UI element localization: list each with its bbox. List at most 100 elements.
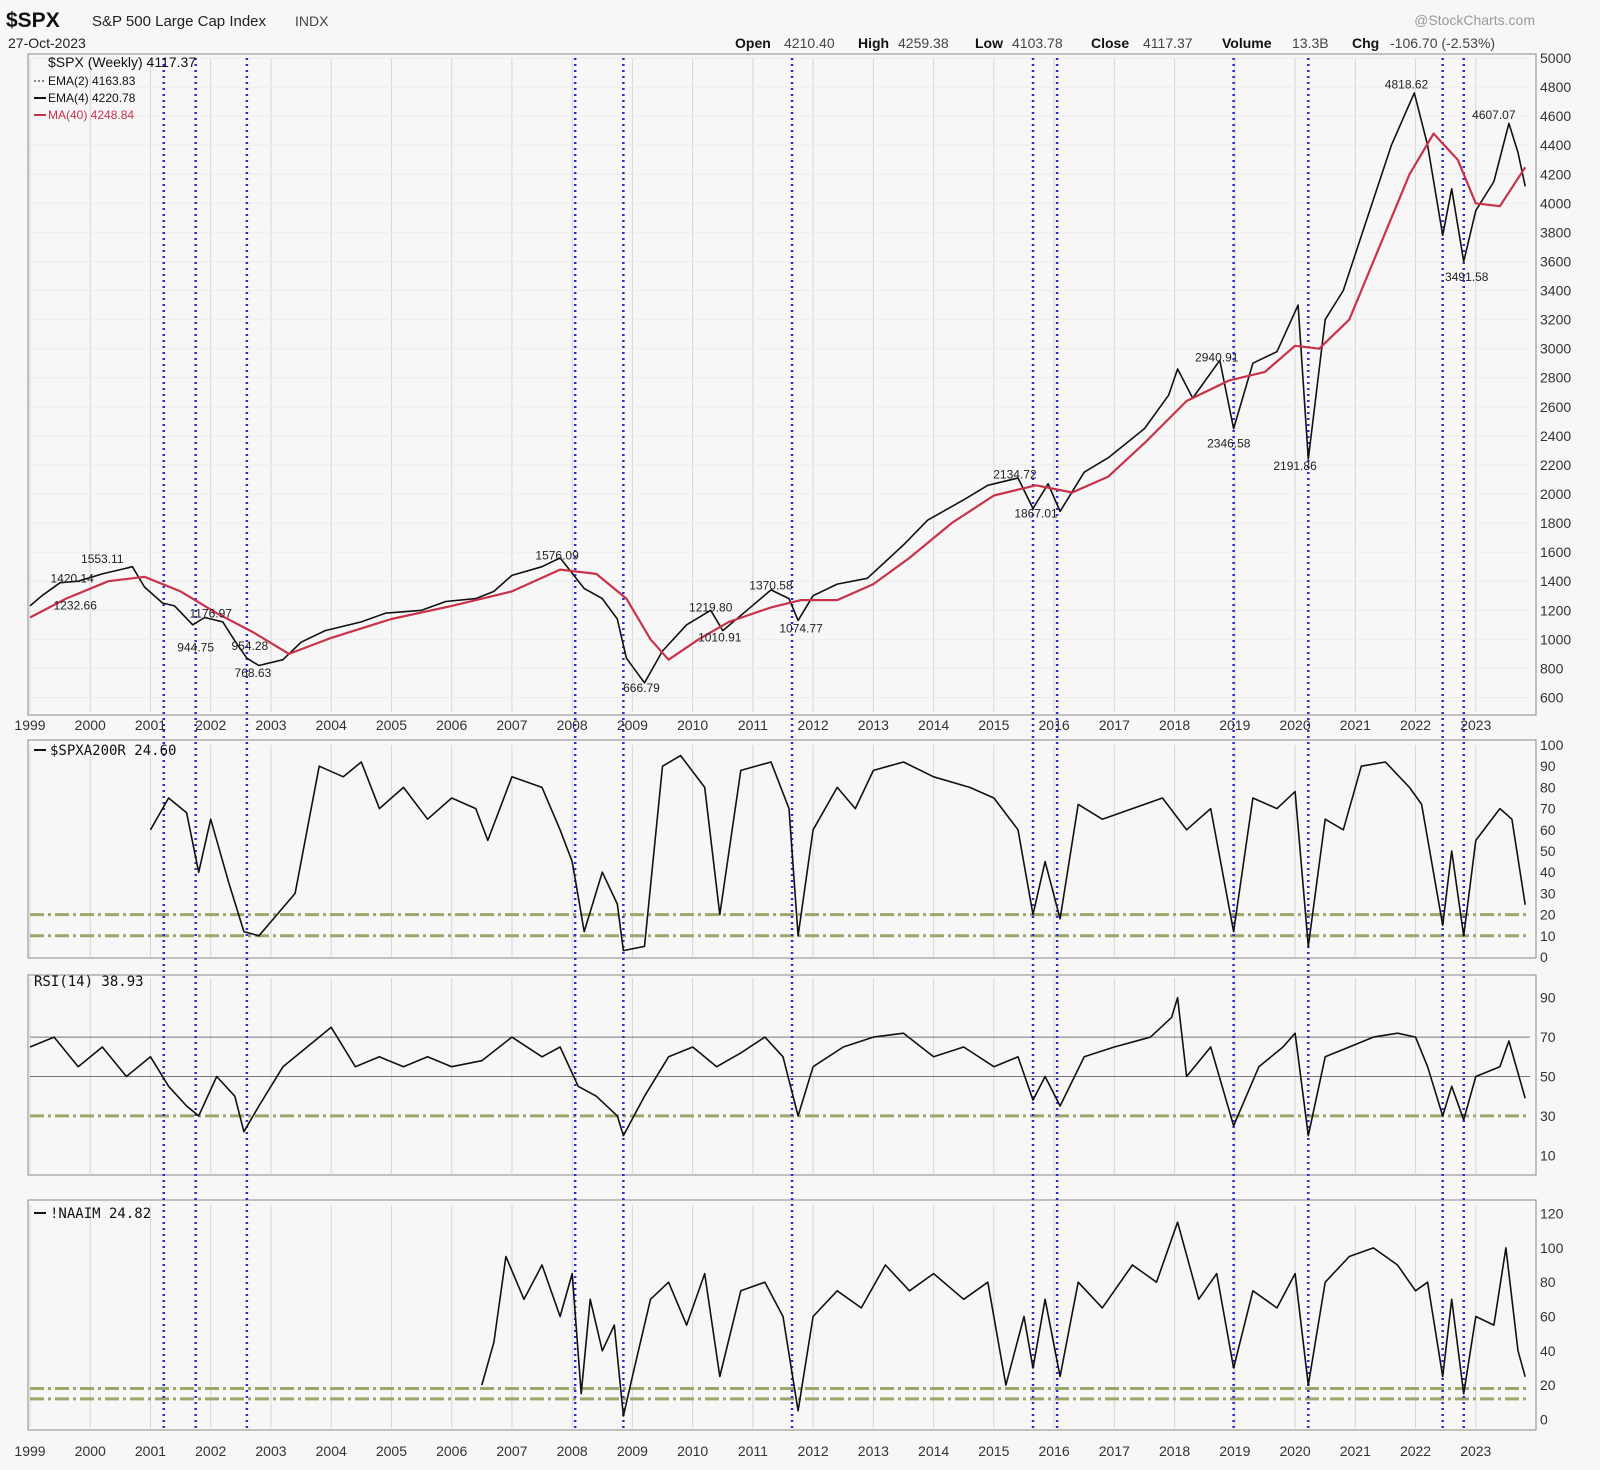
breadth-y-tick-label: 80 — [1540, 779, 1556, 795]
high-label: High — [858, 35, 889, 51]
naaim-x-tick-label: 2006 — [436, 1443, 467, 1459]
signal-lines-layer — [162, 58, 1465, 1428]
price-annotation-label: 4607.07 — [1472, 108, 1516, 122]
price-y-tick-label: 2200 — [1540, 457, 1571, 473]
grid-layer — [29, 57, 1530, 1428]
price-y-tick-label: 1800 — [1540, 515, 1571, 531]
rsi-y-tick-label: 90 — [1540, 990, 1556, 1006]
breadth-y-tick-label: 20 — [1540, 907, 1556, 923]
price-x-tick-label: 2007 — [496, 717, 527, 733]
chart-index-name: S&P 500 Large Cap Index — [92, 13, 267, 30]
naaim-legend: !NAAIM 24.82 — [34, 1206, 151, 1222]
price-y-tick-label: 2600 — [1540, 399, 1571, 415]
price-x-tick-label: 2013 — [858, 717, 889, 733]
price-x-tick-label: 2002 — [195, 717, 226, 733]
legend-main-series: $SPX (Weekly) 4117.37 — [48, 54, 196, 70]
naaim-x-tick-label: 2009 — [617, 1443, 648, 1459]
rsi-legend: RSI(14) 38.93 — [34, 974, 144, 990]
naaim-x-tick-label: 2000 — [75, 1443, 106, 1459]
price-x-tick-label: 2019 — [1219, 717, 1250, 733]
breadth-y-tick-label: 30 — [1540, 885, 1556, 901]
rsi-panel-frame — [27, 974, 1537, 1176]
naaim-x-tick-label: 2016 — [1039, 1443, 1070, 1459]
price-x-tick-label: 2023 — [1460, 717, 1491, 733]
price-annotation-label: 1420.14 — [50, 571, 94, 585]
breadth-y-tick-label: 50 — [1540, 843, 1556, 859]
price-y-tick-label: 2400 — [1540, 428, 1571, 444]
naaim-panel-frame — [27, 1199, 1537, 1431]
price-x-tick-label: 2022 — [1400, 717, 1431, 733]
price-x-tick-label: 2001 — [135, 717, 166, 733]
naaim-x-tick-label: 2008 — [557, 1443, 588, 1459]
price-annotation-label: 2346.58 — [1207, 437, 1251, 451]
price-y-tick-label: 4200 — [1540, 166, 1571, 182]
open-label: Open — [735, 35, 771, 51]
price-x-tick-label: 2014 — [918, 717, 949, 733]
price-y-tick-label: 2800 — [1540, 370, 1571, 386]
naaim-x-tick-label: 2017 — [1099, 1443, 1130, 1459]
naaim-y-tick-label: 80 — [1540, 1274, 1556, 1290]
price-annotation-label: 944.75 — [177, 640, 214, 654]
breadth-y-tick-label: 60 — [1540, 822, 1556, 838]
price-y-tick-label: 1000 — [1540, 631, 1571, 647]
naaim-x-tick-label: 2014 — [918, 1443, 949, 1459]
price-x-tick-label: 2012 — [798, 717, 829, 733]
legend-ema2: EMA(2) 4163.83 — [48, 74, 136, 88]
naaim-x-tick-label: 2023 — [1460, 1443, 1491, 1459]
price-y-tick-label: 4800 — [1540, 79, 1571, 95]
open-value: 4210.40 — [784, 35, 835, 51]
price-y-tick-label: 3200 — [1540, 312, 1571, 328]
naaim-x-tick-label: 2015 — [978, 1443, 1009, 1459]
price-y-tick-label: 1400 — [1540, 573, 1571, 589]
chart-symbol: $SPX — [6, 9, 60, 32]
naaim-y-tick-label: 100 — [1540, 1240, 1564, 1256]
breadth-series-spxa200r — [149, 754, 1526, 952]
naaim-x-tick-label: 2005 — [376, 1443, 407, 1459]
price-panel-frame — [27, 53, 1537, 716]
price-annotation-label: 666.79 — [623, 681, 660, 695]
price-annotation-label: 1074.77 — [779, 621, 823, 635]
breadth-y-tick-label: 100 — [1540, 737, 1564, 753]
chg-label: Chg — [1352, 35, 1379, 51]
low-label: Low — [975, 35, 1003, 51]
price-series-spx-weekly — [29, 92, 1526, 684]
stockcharts-watermark: @StockCharts.com — [1414, 12, 1535, 28]
chg-value: -106.70 (-2.53%) — [1390, 35, 1495, 51]
price-x-tick-label: 2015 — [978, 717, 1009, 733]
rsi-series-rsi-14 — [29, 996, 1526, 1137]
legend-ema4: EMA(4) 4220.78 — [48, 91, 136, 105]
price-x-tick-label: 2011 — [738, 717, 768, 733]
price-annotation-label: 4818.62 — [1385, 77, 1429, 91]
breadth-y-tick-label: 0 — [1540, 949, 1548, 965]
close-label: Close — [1091, 35, 1129, 51]
price-x-tick-label: 2000 — [75, 717, 106, 733]
breadth-panel-frame — [27, 739, 1537, 959]
chart-exchange: INDX — [295, 13, 329, 29]
price-annotations-layer: 1420.14 1553.11 1232.66 1176.97 944.75 954.28… — [50, 77, 1515, 694]
price-y-tick-label: 1200 — [1540, 602, 1571, 618]
price-annotation-label: 1553.11 — [81, 552, 124, 566]
naaim-y-tick-label: 20 — [1540, 1377, 1556, 1393]
panel-frames — [27, 53, 1537, 1431]
legend-naaim: !NAAIM 24.82 — [50, 1206, 151, 1222]
naaim-y-tick-label: 120 — [1540, 1206, 1564, 1222]
price-annotation-label: 1370.58 — [749, 578, 793, 592]
low-value: 4103.78 — [1012, 35, 1063, 51]
price-annotation-label: 1576.09 — [535, 549, 579, 563]
price-legend: $SPX (Weekly) 4117.37 EMA(2) 4163.83 EMA… — [34, 54, 196, 122]
price-y-tick-label: 4600 — [1540, 108, 1571, 124]
legend-ma40: MA(40) 4248.84 — [48, 108, 134, 122]
naaim-series-naaim — [481, 1221, 1526, 1417]
naaim-x-tick-label: 2001 — [135, 1443, 166, 1459]
price-annotation-label: 1010.91 — [698, 631, 742, 645]
price-annotation-label: 1219.80 — [689, 600, 733, 614]
price-y-tick-label: 600 — [1540, 689, 1564, 705]
breadth-y-tick-label: 10 — [1540, 928, 1556, 944]
price-x-tick-label: 2018 — [1159, 717, 1190, 733]
price-annotation-label: 1176.97 — [189, 607, 232, 621]
breadth-y-tick-label: 90 — [1540, 758, 1556, 774]
price-y-tick-label: 3600 — [1540, 253, 1571, 269]
price-x-tick-label: 2021 — [1340, 717, 1371, 733]
price-annotation-label: 2134.72 — [993, 467, 1037, 481]
